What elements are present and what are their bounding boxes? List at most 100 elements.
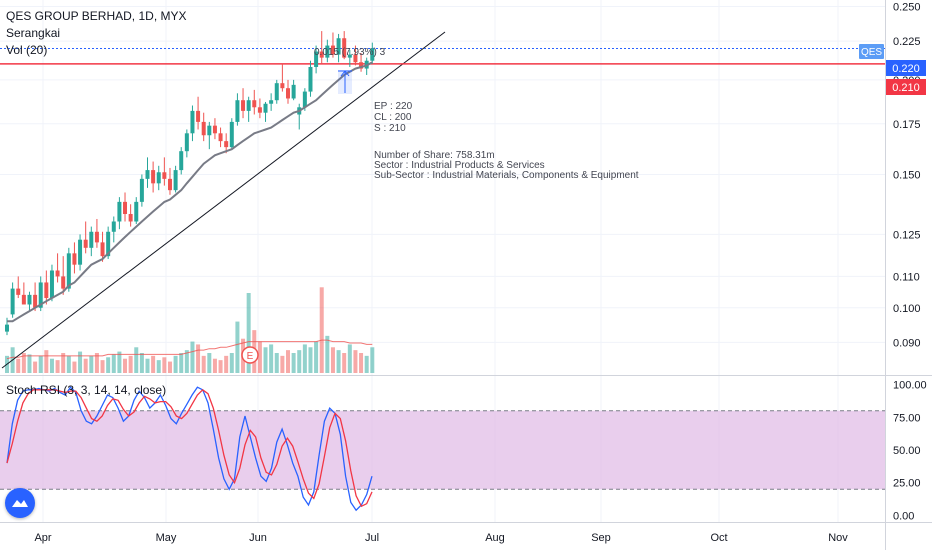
candle-body[interactable] — [72, 253, 77, 265]
candle-body[interactable] — [190, 110, 195, 134]
candle-body[interactable] — [325, 45, 330, 58]
candle-body[interactable] — [111, 221, 116, 232]
volume-bar — [83, 358, 88, 373]
candle-body[interactable] — [66, 253, 71, 289]
candle-body[interactable] — [55, 270, 60, 277]
earnings-marker[interactable]: E — [241, 346, 259, 364]
candle-body[interactable] — [308, 66, 313, 92]
candle-body[interactable] — [196, 110, 201, 122]
volume-bar — [257, 341, 262, 373]
candle-body[interactable] — [21, 294, 26, 305]
candle-body[interactable] — [27, 294, 32, 305]
candle-body[interactable] — [330, 45, 335, 55]
candle-body[interactable] — [78, 239, 83, 265]
candle-body[interactable] — [184, 133, 189, 152]
candle-body[interactable] — [218, 133, 223, 142]
candle-body[interactable] — [274, 83, 279, 101]
candle-body[interactable] — [370, 48, 375, 61]
volume-bar — [302, 344, 307, 373]
volume-bar — [314, 341, 319, 373]
volume-bar — [167, 361, 172, 373]
rsi-band-fill — [0, 410, 885, 490]
volume-bar — [224, 355, 229, 373]
candle-body[interactable] — [302, 91, 307, 108]
ep-label: EP : 220 — [374, 101, 413, 112]
volume-bar — [212, 358, 217, 373]
candle-body[interactable] — [263, 103, 268, 113]
candle-body[interactable] — [280, 83, 285, 89]
candle-body[interactable] — [156, 172, 161, 184]
candle-body[interactable] — [145, 170, 150, 179]
candle-body[interactable] — [291, 84, 296, 99]
candle-body[interactable] — [201, 121, 206, 136]
volume-bar — [342, 353, 347, 373]
candle-body[interactable] — [139, 178, 144, 202]
candle-body[interactable] — [342, 38, 347, 58]
candle-body[interactable] — [314, 51, 319, 67]
candle-body[interactable] — [229, 121, 234, 148]
candle-body[interactable] — [38, 282, 43, 308]
shares-label: Number of Share: 758.31m — [374, 150, 495, 161]
candle-body[interactable] — [173, 170, 178, 191]
candle-body[interactable] — [33, 294, 38, 308]
candle-body[interactable] — [61, 276, 66, 289]
candle-body[interactable] — [83, 239, 88, 248]
symbol-tag-badge[interactable]: QES — [859, 44, 884, 59]
candle-body[interactable] — [162, 172, 167, 179]
price-tick-label: 0.110 — [893, 271, 920, 283]
stop-price-badge: 0.210 — [886, 79, 926, 95]
chart-style-label[interactable]: Serangkai — [6, 26, 61, 40]
candle-body[interactable] — [167, 178, 172, 191]
candle-body[interactable] — [224, 141, 229, 148]
measure-tool[interactable] — [338, 70, 352, 94]
candle-body[interactable] — [286, 88, 290, 99]
candle-body[interactable] — [212, 125, 217, 134]
candle-body[interactable] — [207, 125, 212, 136]
candle-body[interactable] — [246, 100, 251, 111]
volume-bar — [218, 360, 223, 373]
tradingview-logo[interactable] — [5, 488, 35, 518]
candle-body[interactable] — [134, 201, 139, 222]
volume-bar — [151, 355, 156, 373]
candle-body[interactable] — [359, 62, 364, 69]
candle-body[interactable] — [347, 54, 352, 58]
candle-body[interactable] — [252, 100, 257, 108]
candle-body[interactable] — [100, 242, 105, 257]
time-tick-label: Nov — [828, 532, 848, 544]
candle-body[interactable] — [336, 38, 341, 55]
volume-bar — [269, 344, 274, 373]
candle-body[interactable] — [117, 201, 122, 222]
candle-body[interactable] — [5, 324, 9, 332]
volume-bars — [5, 287, 375, 373]
stoch-rsi-band — [0, 410, 885, 490]
candle-body[interactable] — [269, 100, 274, 104]
candle-body[interactable] — [16, 288, 21, 295]
candle-body[interactable] — [353, 54, 358, 63]
candle-body[interactable] — [49, 270, 54, 299]
price-tick-label: 0.225 — [893, 36, 921, 48]
candle-body[interactable] — [241, 100, 246, 111]
candle-body[interactable] — [235, 100, 240, 122]
candle-body[interactable] — [128, 213, 133, 222]
time-tick-label: Apr — [34, 532, 51, 544]
candle-body[interactable] — [319, 51, 324, 58]
candle-body[interactable] — [123, 201, 128, 214]
candle-body[interactable] — [151, 170, 156, 184]
candle-body[interactable] — [179, 151, 184, 171]
stoch-rsi-legend[interactable]: Stoch RSI (3, 3, 14, 14, close) — [6, 383, 167, 397]
candle-body[interactable] — [44, 282, 49, 299]
candle-body[interactable] — [106, 231, 111, 257]
volume-ma-line — [6, 339, 373, 360]
symbol-title[interactable]: QES GROUP BERHAD, 1D, MYX — [6, 9, 187, 23]
candle-body[interactable] — [257, 107, 262, 113]
candle-body[interactable] — [10, 288, 15, 315]
candles — [5, 31, 375, 336]
volume-legend[interactable]: Vol (20) — [6, 43, 48, 57]
volume-bar — [336, 350, 341, 373]
candle-body[interactable] — [94, 231, 99, 243]
time-tick-label: Jul — [365, 532, 379, 544]
volume-bar — [123, 358, 128, 373]
candle-body[interactable] — [89, 231, 94, 248]
